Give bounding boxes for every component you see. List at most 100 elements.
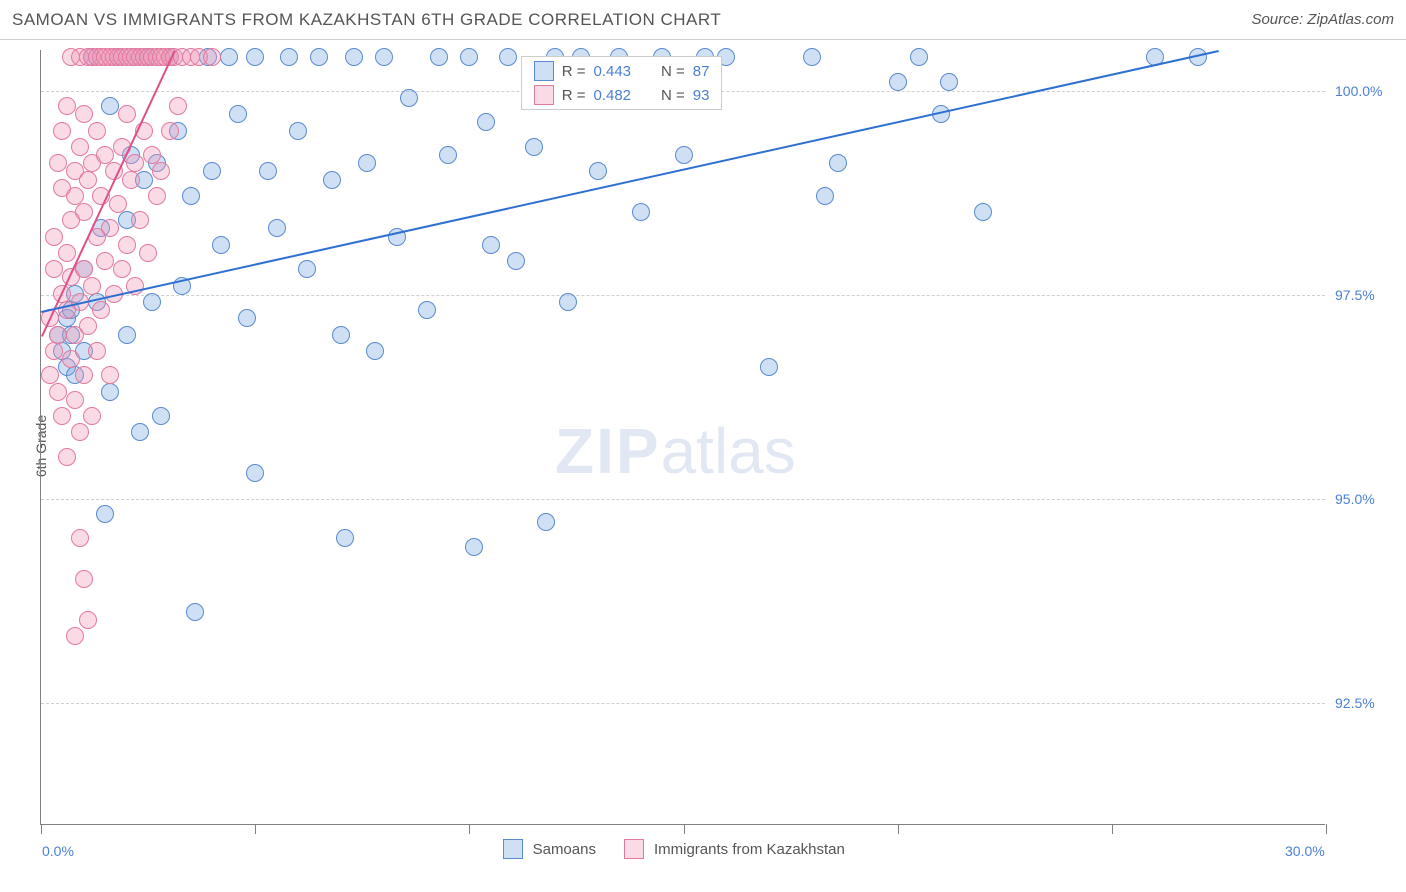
data-point — [161, 122, 179, 140]
data-point — [152, 162, 170, 180]
data-point — [71, 138, 89, 156]
legend-bottom: Samoans Immigrants from Kazakhstan — [503, 839, 863, 859]
data-point — [88, 122, 106, 140]
data-point — [203, 48, 221, 66]
y-tick-label: 92.5% — [1335, 695, 1395, 711]
watermark: ZIPatlas — [555, 414, 796, 488]
legend-swatch — [534, 85, 554, 105]
data-point — [53, 122, 71, 140]
data-point — [58, 97, 76, 115]
data-point — [109, 195, 127, 213]
legend-swatch — [503, 839, 523, 859]
data-point — [101, 383, 119, 401]
data-point — [143, 293, 161, 311]
x-tick-label: 0.0% — [42, 843, 74, 859]
data-point — [940, 73, 958, 91]
data-point — [113, 260, 131, 278]
x-tick — [41, 824, 42, 834]
data-point — [559, 293, 577, 311]
chart-container: SAMOAN VS IMMIGRANTS FROM KAZAKHSTAN 6TH… — [0, 0, 1406, 892]
data-point — [75, 260, 93, 278]
x-tick — [1326, 824, 1327, 834]
x-tick — [469, 824, 470, 834]
legend-label: Samoans — [533, 841, 596, 858]
data-point — [96, 505, 114, 523]
data-point — [58, 448, 76, 466]
data-point — [910, 48, 928, 66]
data-point — [589, 162, 607, 180]
data-point — [88, 342, 106, 360]
data-point — [41, 366, 59, 384]
y-tick-label: 95.0% — [1335, 491, 1395, 507]
data-point — [430, 48, 448, 66]
data-point — [332, 326, 350, 344]
data-point — [126, 154, 144, 172]
data-point — [49, 326, 67, 344]
data-point — [760, 358, 778, 376]
data-point — [118, 326, 136, 344]
data-point — [460, 48, 478, 66]
data-point — [58, 244, 76, 262]
data-point — [118, 236, 136, 254]
data-point — [75, 105, 93, 123]
data-point — [83, 407, 101, 425]
data-point — [439, 146, 457, 164]
data-point — [118, 105, 136, 123]
data-point — [83, 277, 101, 295]
data-point — [246, 48, 264, 66]
data-point — [268, 219, 286, 237]
legend-stats-row: R = 0.482N = 93 — [522, 83, 722, 107]
data-point — [131, 211, 149, 229]
data-point — [71, 423, 89, 441]
data-point — [186, 603, 204, 621]
data-point — [66, 627, 84, 645]
data-point — [280, 48, 298, 66]
data-point — [49, 383, 67, 401]
data-point — [203, 162, 221, 180]
data-point — [816, 187, 834, 205]
grid-line — [41, 295, 1325, 296]
data-point — [101, 219, 119, 237]
x-tick — [1112, 824, 1113, 834]
grid-line — [41, 499, 1325, 500]
data-point — [131, 423, 149, 441]
legend-swatch — [534, 61, 554, 81]
data-point — [366, 342, 384, 360]
x-tick — [684, 824, 685, 834]
data-point — [101, 366, 119, 384]
data-point — [45, 342, 63, 360]
data-point — [75, 366, 93, 384]
data-point — [220, 48, 238, 66]
data-point — [122, 171, 140, 189]
data-point — [499, 48, 517, 66]
legend-label: Immigrants from Kazakhstan — [654, 841, 845, 858]
chart-title: SAMOAN VS IMMIGRANTS FROM KAZAKHSTAN 6TH… — [12, 10, 721, 30]
data-point — [148, 187, 166, 205]
grid-line — [41, 703, 1325, 704]
data-point — [169, 97, 187, 115]
data-point — [482, 236, 500, 254]
data-point — [66, 187, 84, 205]
data-point — [66, 391, 84, 409]
chart-source: Source: ZipAtlas.com — [1251, 11, 1394, 28]
y-tick-label: 100.0% — [1335, 83, 1395, 99]
data-point — [375, 48, 393, 66]
data-point — [345, 48, 363, 66]
data-point — [71, 529, 89, 547]
data-point — [675, 146, 693, 164]
data-point — [152, 407, 170, 425]
data-point — [310, 48, 328, 66]
data-point — [289, 122, 307, 140]
watermark-zip: ZIP — [555, 415, 661, 487]
data-point — [336, 529, 354, 547]
data-point — [49, 154, 67, 172]
data-point — [75, 570, 93, 588]
x-tick — [255, 824, 256, 834]
legend-swatch — [624, 839, 644, 859]
data-point — [229, 105, 247, 123]
data-point — [465, 538, 483, 556]
x-tick-label: 30.0% — [1285, 843, 1325, 859]
data-point — [75, 203, 93, 221]
data-point — [53, 407, 71, 425]
data-point — [418, 301, 436, 319]
